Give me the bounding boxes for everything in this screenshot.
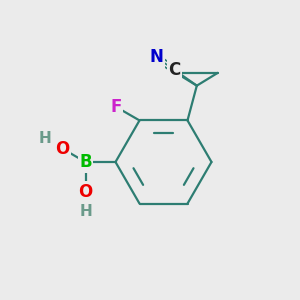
Text: O: O xyxy=(78,183,93,201)
Text: N: N xyxy=(149,48,163,66)
Text: F: F xyxy=(110,98,122,116)
Text: H: H xyxy=(39,131,52,146)
Text: B: B xyxy=(79,153,92,171)
Text: H: H xyxy=(79,204,92,219)
Text: O: O xyxy=(55,140,69,158)
Text: C: C xyxy=(169,61,181,79)
